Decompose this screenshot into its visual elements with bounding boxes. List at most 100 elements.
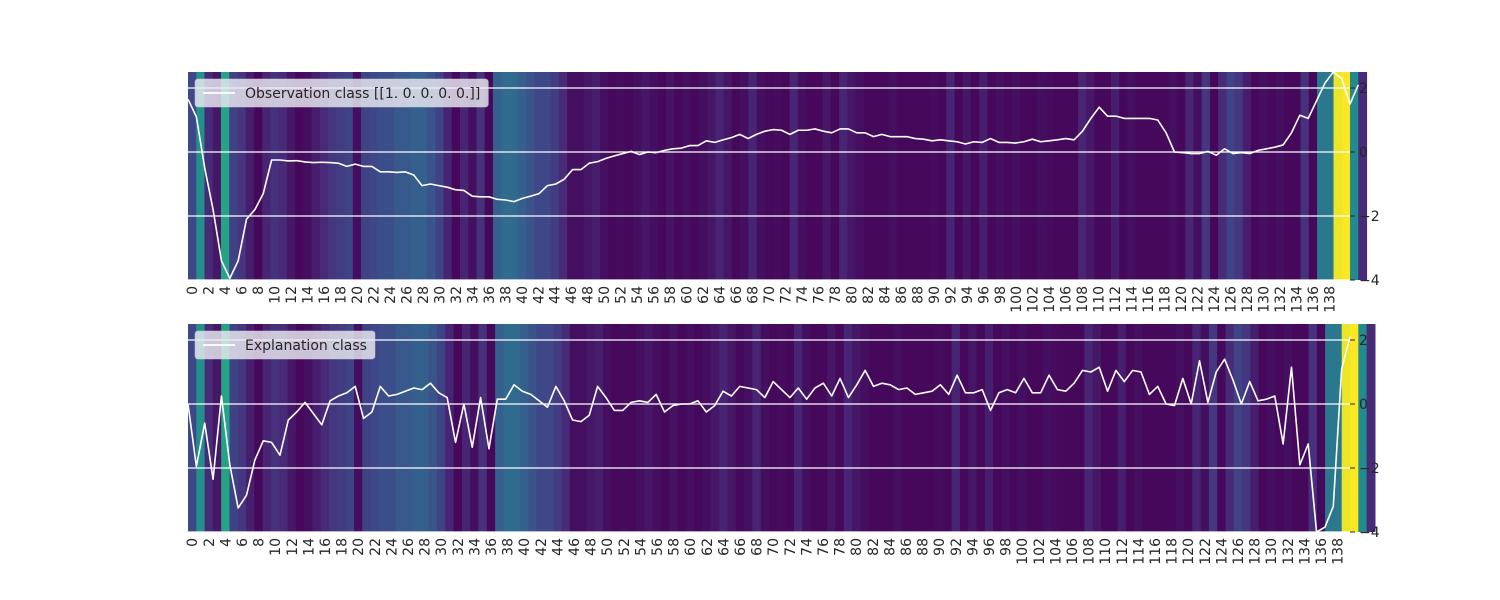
- heatmap-cell: [212, 324, 222, 532]
- x-tick-label: 12: [284, 286, 300, 304]
- heatmap-cell: [1020, 72, 1030, 280]
- heatmap-cell: [910, 324, 919, 532]
- heatmap-cell: [511, 324, 521, 532]
- heatmap-cell: [534, 72, 543, 280]
- heatmap-cell: [271, 324, 280, 532]
- heatmap-cell: [1152, 72, 1162, 280]
- heatmap-cell: [1267, 72, 1277, 280]
- heatmap-cell: [686, 324, 695, 532]
- heatmap-cell: [1267, 324, 1276, 532]
- heatmap-cell: [329, 324, 338, 532]
- x-tick-label: 56: [650, 538, 666, 556]
- heatmap-cell: [921, 72, 931, 280]
- heatmap-cell: [461, 324, 471, 532]
- x-tick-label: 66: [729, 286, 745, 304]
- x-tick-label: 22: [366, 286, 382, 304]
- heatmap-cell: [1135, 72, 1145, 280]
- heatmap-cell: [1125, 324, 1135, 532]
- heatmap-cell: [885, 324, 895, 532]
- heatmap-cell: [993, 324, 1002, 532]
- x-tick-label: 14: [301, 286, 317, 304]
- heatmap-cell: [641, 72, 651, 280]
- heatmap-cell: [1034, 324, 1044, 532]
- heatmap-cell: [509, 72, 519, 280]
- x-tick-label: 90: [927, 286, 943, 304]
- x-tick-label: 80: [844, 286, 860, 304]
- heatmap-cell: [1094, 72, 1104, 280]
- heatmap-cell: [328, 72, 337, 280]
- heatmap-cell: [435, 72, 445, 280]
- heatmap-cell: [727, 324, 737, 532]
- y-tick-label: 0: [1359, 397, 1368, 413]
- x-tick-label: 96: [976, 286, 992, 304]
- heatmap-cell: [345, 324, 355, 532]
- heatmap-cell: [1109, 324, 1119, 532]
- x-tick-label: 32: [449, 286, 465, 304]
- heatmap-cell: [806, 72, 815, 280]
- x-tick-label: 120: [1174, 286, 1190, 313]
- x-tick-label: 132: [1281, 538, 1297, 565]
- legend-box: [194, 78, 489, 108]
- heatmap-cell: [418, 72, 428, 280]
- x-tick-label: 64: [716, 538, 732, 556]
- x-tick-label: 34: [467, 538, 483, 556]
- heatmap-cell: [295, 324, 305, 532]
- x-tick-label: 68: [746, 286, 762, 304]
- heatmap-cell: [740, 72, 749, 280]
- heatmap-cell: [847, 72, 857, 280]
- heatmap-cell: [212, 72, 222, 280]
- y-axis: −4 −2 0 2: [1350, 333, 1380, 541]
- heatmap-cell: [789, 72, 799, 280]
- heatmap-cell: [1084, 324, 1094, 532]
- x-tick-label: 82: [866, 538, 882, 556]
- heatmap-cell: [1111, 72, 1120, 280]
- heatmap-cell: [962, 72, 972, 280]
- heatmap-cell: [188, 324, 197, 532]
- heatmap-cell: [781, 72, 791, 280]
- heatmap-cell: [959, 324, 969, 532]
- x-tick-label: 90: [932, 538, 948, 556]
- heatmap-cell: [690, 72, 700, 280]
- heatmap-cell: [403, 324, 413, 532]
- heatmap-cell: [893, 324, 903, 532]
- x-tick-label: 28: [416, 286, 432, 304]
- heatmap-cell: [835, 324, 845, 532]
- heatmap-cell: [478, 324, 488, 532]
- heatmap-cell: [1200, 324, 1210, 532]
- heatmap-cell: [304, 324, 314, 532]
- heatmap-cell: [1160, 72, 1170, 280]
- heatmap-cell: [946, 72, 956, 280]
- heatmap-cell: [583, 72, 593, 280]
- heatmap-cell: [929, 72, 939, 280]
- heatmap-cell: [937, 72, 947, 280]
- heatmap-cell: [578, 324, 587, 532]
- x-tick-label: 44: [550, 538, 566, 556]
- heatmap-cell: [237, 324, 247, 532]
- heatmap-cell: [312, 324, 322, 532]
- heatmap-cell: [229, 72, 239, 280]
- series-line: [187, 336, 1351, 533]
- y-tick-label: 2: [1359, 333, 1368, 349]
- heatmap-cell: [1284, 72, 1293, 280]
- x-tick-label: 98: [993, 286, 1009, 304]
- heatmap-cell: [723, 72, 733, 280]
- heatmap-cell: [1233, 324, 1243, 532]
- x-tick-label: 112: [1108, 286, 1124, 313]
- heatmap-cell: [377, 72, 387, 280]
- heatmap-cell: [1150, 324, 1160, 532]
- x-tick-label: 78: [833, 538, 849, 556]
- heatmap-cell: [896, 72, 906, 280]
- x-tick-label: 46: [567, 538, 583, 556]
- heatmap-cell: [1167, 324, 1177, 532]
- heatmap-cell: [311, 72, 321, 280]
- heatmap-cell: [698, 72, 708, 280]
- x-tick-label: 68: [750, 538, 766, 556]
- x-tick-label: 74: [799, 538, 815, 556]
- x-tick-label: 108: [1082, 538, 1098, 565]
- heatmap-cell: [1325, 72, 1335, 280]
- heatmap-cell: [501, 72, 510, 280]
- x-tick-label: 40: [515, 286, 531, 304]
- heatmap-cell: [913, 72, 923, 280]
- heatmap-cell: [636, 324, 646, 532]
